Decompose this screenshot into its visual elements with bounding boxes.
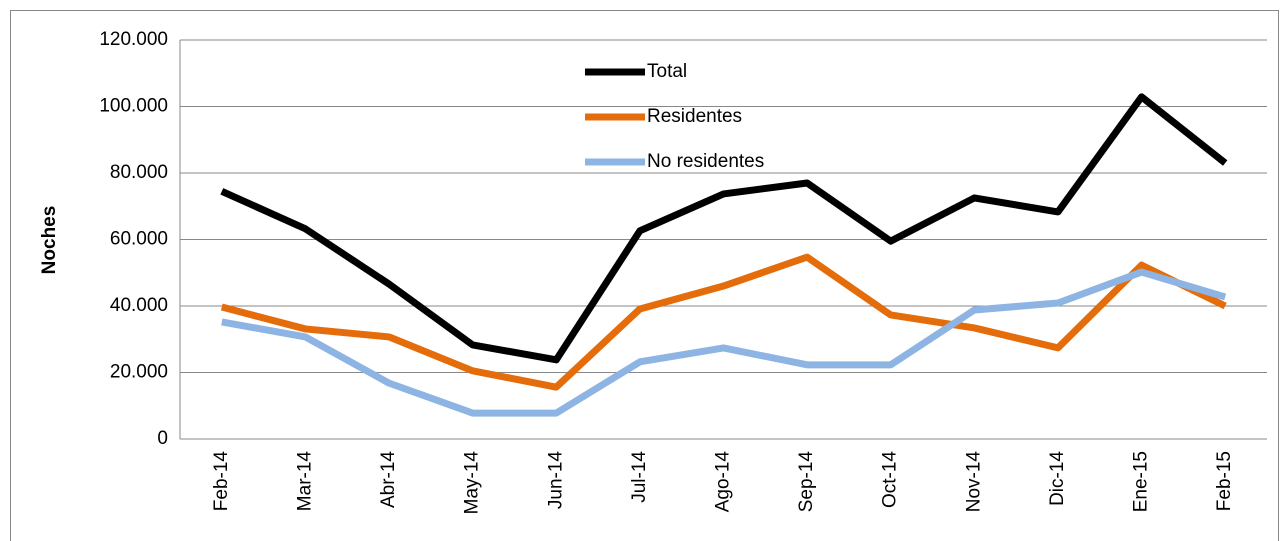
- x-tick-label: Feb-15: [1214, 451, 1235, 511]
- y-axis-title: Noches: [39, 206, 60, 275]
- x-tick-label: Ago-14: [713, 451, 734, 513]
- x-tick-label: Mar-14: [294, 451, 315, 512]
- x-tick-label: Ene-15: [1131, 451, 1152, 512]
- y-tick-label: 0: [157, 428, 168, 449]
- x-tick-label: Nov-14: [963, 451, 984, 513]
- series-line: [220, 93, 1228, 364]
- x-tick-label: May-14: [462, 451, 483, 515]
- legend-label: No residentes: [647, 151, 764, 172]
- legend-label: Residentes: [647, 106, 742, 127]
- y-tick-label: 80.000: [110, 162, 168, 183]
- series-line: [221, 268, 1227, 417]
- x-tick-label: Jun-14: [545, 451, 566, 510]
- y-tick-label: 40.000: [110, 295, 168, 316]
- x-tick-label: Dic-14: [1047, 451, 1068, 506]
- x-tick-label: Jul-14: [629, 451, 650, 503]
- legend-label: Total: [647, 61, 687, 82]
- x-tick-label: Feb-14: [211, 451, 232, 512]
- x-tick-label: Abr-14: [378, 451, 399, 508]
- y-tick-label: 60.000: [110, 229, 168, 250]
- y-tick-label: 20.000: [110, 362, 168, 383]
- y-tick-label: 100.000: [99, 96, 168, 117]
- chart-frame: [10, 10, 1279, 541]
- series-line: [220, 253, 1227, 391]
- x-tick-label: Sep-14: [796, 451, 817, 513]
- x-tick-label: Oct-14: [880, 451, 901, 508]
- y-tick-label: 120.000: [99, 29, 168, 50]
